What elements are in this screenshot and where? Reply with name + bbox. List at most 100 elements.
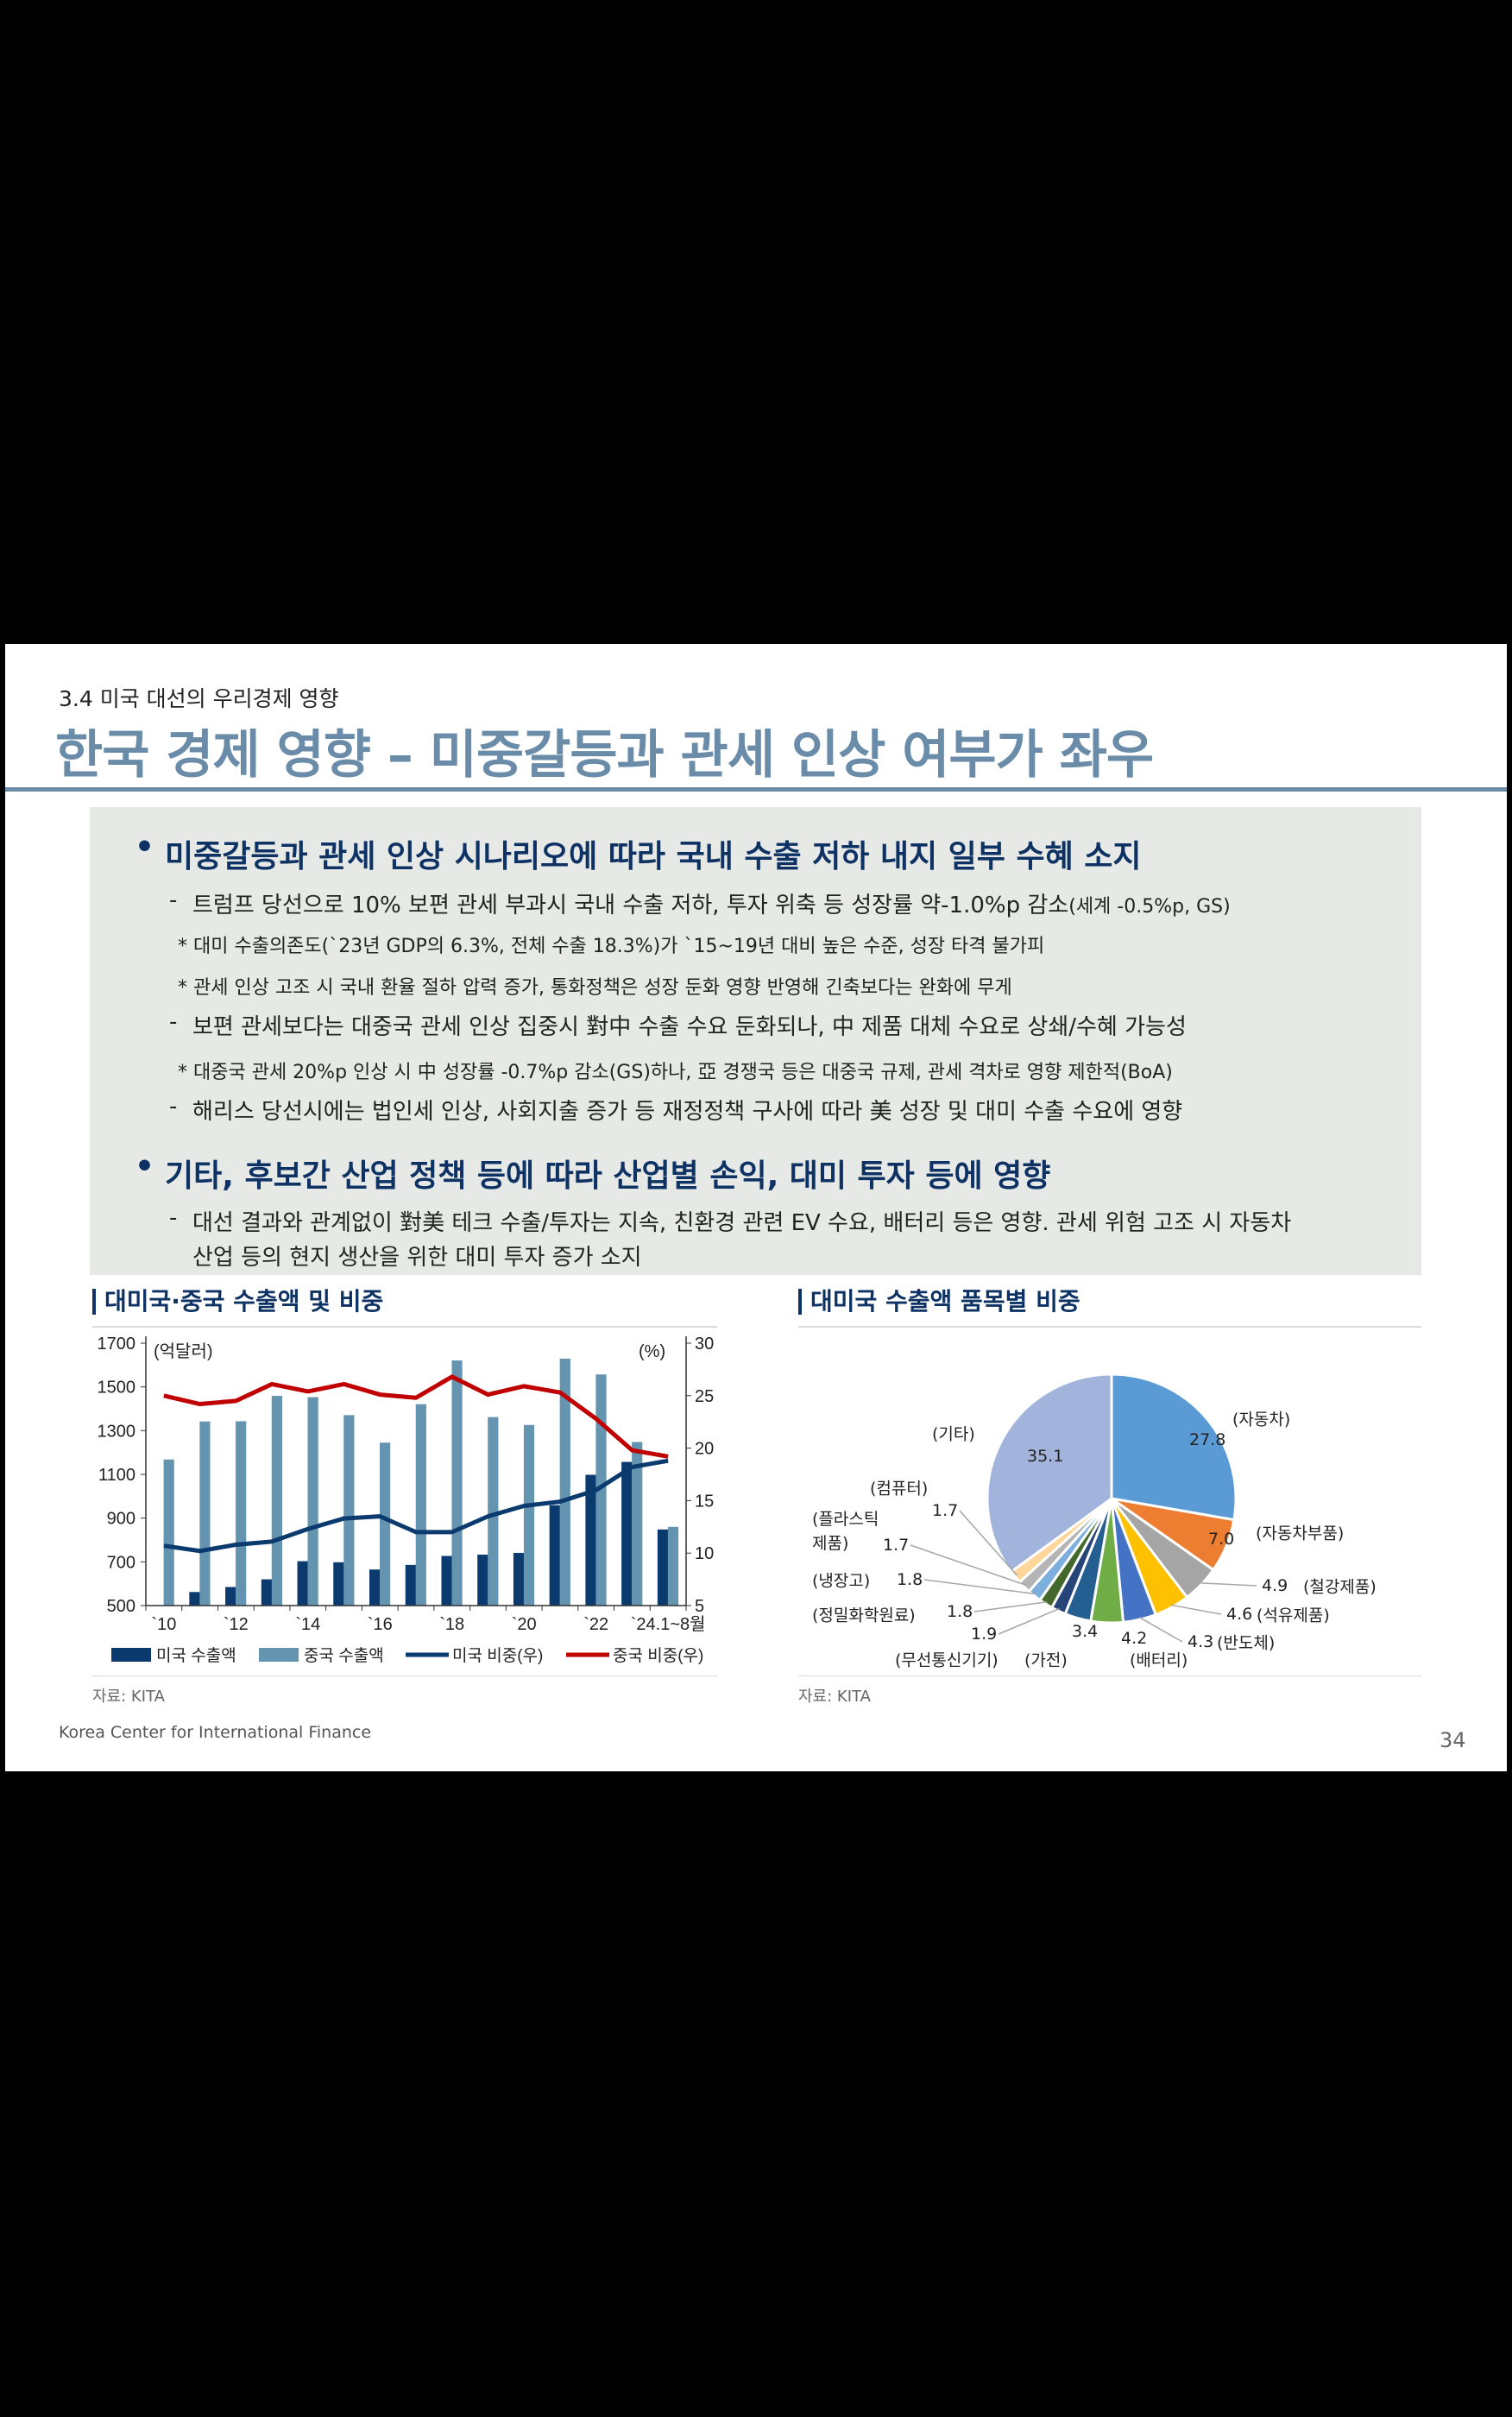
dash-icon: -	[169, 1009, 178, 1035]
pie-category-label: (정밀화학원료)	[812, 1606, 916, 1625]
china-export-bar	[488, 1417, 499, 1606]
pie-value-label: 1.8	[947, 1602, 973, 1621]
page-title: 한국 경제 영향 – 미중갈등과 관세 인상 여부가 좌우	[55, 725, 1154, 786]
pie-value-label: 1.8	[897, 1570, 923, 1589]
y2-tick-label: 15	[695, 1492, 714, 1511]
y2-axis-unit: (%)	[639, 1342, 665, 1361]
pie-leader-line	[973, 1600, 1048, 1612]
note-line: * 관세 인상 고조 시 국내 환율 절하 압력 증가, 통화정책은 성장 둔화…	[178, 977, 1012, 999]
y2-tick-label: 20	[695, 1440, 714, 1459]
pie-leader-line	[910, 1544, 1026, 1586]
china-export-bar	[667, 1526, 679, 1606]
dash-icon: -	[169, 887, 178, 913]
us-share-line	[163, 1458, 669, 1554]
y2-tick-label: 25	[695, 1387, 714, 1406]
chart-title-underline	[798, 1326, 1421, 1328]
pie-leader-line	[998, 1607, 1060, 1635]
bullet-heading: 기타, 후보간 산업 정책 등에 따라 산업별 손익, 대미 투자 등에 영향	[165, 1158, 1051, 1194]
pie-value-label: 4.6	[1226, 1605, 1253, 1624]
us-export-bar	[297, 1561, 308, 1606]
y-tick-label: 1700	[98, 1335, 136, 1354]
summary-box	[90, 807, 1421, 1275]
bullet-line: 보편 관세보다는 대중국 관세 인상 집중시 對中 수출 수요 둔화되나, 中 …	[192, 1014, 1187, 1040]
x-tick-label: `20	[512, 1615, 537, 1634]
china-export-bar	[271, 1396, 282, 1606]
china-export-bar	[343, 1415, 355, 1606]
x-tick-label: `16	[368, 1615, 393, 1634]
pie-category-label: (냉장고)	[812, 1571, 871, 1591]
pie-category-label: (자동차부품)	[1256, 1524, 1345, 1543]
section-label: 3.4 미국 대선의 우리경제 영향	[59, 686, 339, 711]
x-tick-label: `24.1~8월	[631, 1614, 706, 1634]
bar-chart-title: 대미국·중국 수출액 및 비중	[92, 1289, 383, 1315]
pie-value-label: 3.4	[1072, 1622, 1099, 1641]
china-export-bar	[307, 1397, 318, 1606]
us-export-bar	[549, 1505, 560, 1606]
x-tick-label: `14	[295, 1615, 320, 1634]
china-export-bar	[595, 1374, 607, 1606]
pie-leader-line	[1138, 1616, 1183, 1643]
x-tick-label: `18	[439, 1615, 464, 1634]
us-export-bar	[333, 1562, 344, 1606]
slide: 3.4 미국 대선의 우리경제 영향 한국 경제 영향 – 미중갈등과 관세 인…	[5, 644, 1507, 1771]
dash-icon: -	[169, 1205, 178, 1231]
us-export-bar	[225, 1587, 236, 1606]
legend-swatch	[111, 1648, 151, 1662]
us-export-bar	[261, 1579, 272, 1606]
chart-bottom-divider	[798, 1675, 1421, 1676]
pie-leader-line	[923, 1579, 1036, 1595]
legend-label: 미국 비중(우)	[452, 1646, 543, 1665]
y-tick-label: 700	[107, 1553, 135, 1572]
pie-chart-source: 자료: KITA	[798, 1688, 871, 1706]
pie-value-label: 4.9	[1262, 1576, 1288, 1595]
china-export-bar	[380, 1442, 391, 1606]
footer-org: Korea Center for International Finance	[59, 1723, 372, 1742]
line-text: 트럼프 당선으로 10% 보편 관세 부과시 국내 수출 저하, 투자 위축 등…	[192, 893, 1069, 918]
x-tick-label: `10	[151, 1615, 176, 1634]
china-share-line	[163, 1374, 669, 1459]
legend-label: 중국 수출액	[304, 1646, 384, 1665]
pie-category-label: (배터리)	[1130, 1650, 1188, 1670]
y-tick-label: 500	[107, 1597, 135, 1616]
bullet-icon: •	[135, 1149, 155, 1184]
bullet-heading: 미중갈등과 관세 인상 시나리오에 따라 국내 수출 저하 내지 일부 수혜 소…	[165, 839, 1142, 874]
pie-category-label: (반도체)	[1217, 1633, 1276, 1653]
pie-value-label: 4.3	[1188, 1632, 1214, 1651]
us-export-bar	[657, 1529, 669, 1606]
pie-slice	[1110, 1373, 1238, 1522]
page-number: 34	[1440, 1728, 1466, 1752]
y2-tick-label: 10	[695, 1544, 714, 1563]
us-export-bar	[369, 1569, 381, 1606]
us-export-bar	[585, 1474, 596, 1606]
pie-value-label: 35.1	[1027, 1447, 1064, 1466]
us-export-bar	[189, 1592, 200, 1606]
pie-category-label: (기타)	[932, 1424, 975, 1444]
x-tick-label: `12	[224, 1615, 249, 1634]
china-export-bar	[236, 1421, 247, 1606]
dash-icon: -	[169, 1094, 178, 1120]
pie-leader-line	[1199, 1581, 1257, 1587]
pie-value-label: 4.2	[1121, 1629, 1148, 1648]
pie-value-label: 1.9	[971, 1625, 998, 1644]
y2-tick-label: 30	[695, 1335, 714, 1354]
pie-slice	[986, 1373, 1113, 1574]
pie-category-label: (무선통신기기)	[895, 1650, 999, 1670]
bullet-line: 트럼프 당선으로 10% 보편 관세 부과시 국내 수출 저하, 투자 위축 등…	[192, 887, 1231, 919]
pie-value-label: 1.7	[883, 1536, 910, 1555]
pie-value-label: 7.0	[1208, 1530, 1235, 1549]
pie-leader-line	[1170, 1604, 1222, 1615]
china-export-bar	[523, 1424, 535, 1606]
chart-bottom-divider	[92, 1675, 717, 1676]
bar-chart-source: 자료: KITA	[92, 1688, 165, 1706]
pie-leader-line	[959, 1510, 1018, 1576]
title-divider	[5, 787, 1507, 792]
bullet-line: 해리스 당선시에는 법인세 인상, 사회지출 증가 등 재정정책 구사에 따라 …	[192, 1099, 1183, 1125]
pie-category-label: (석유제품)	[1257, 1606, 1330, 1625]
pie-category-label: (가전)	[1024, 1650, 1068, 1670]
y-tick-label: 1100	[98, 1466, 135, 1485]
us-export-bar	[477, 1554, 488, 1606]
us-export-bar	[405, 1564, 416, 1606]
x-tick-label: `22	[583, 1615, 608, 1634]
line-note: (세계 -0.5%p, GS)	[1068, 896, 1231, 918]
